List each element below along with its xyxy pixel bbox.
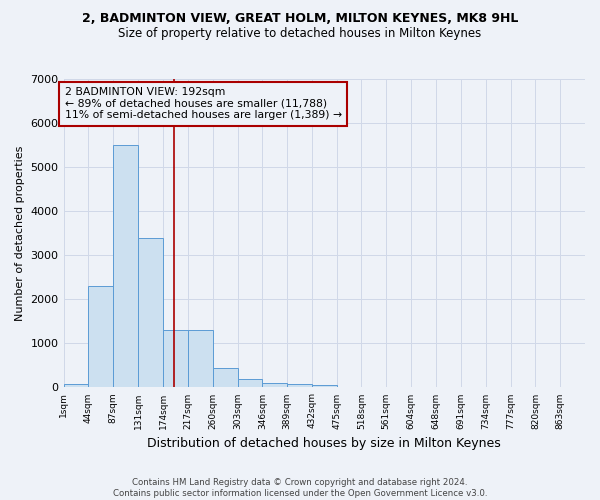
Bar (188, 330, 213, 388)
Text: 2, BADMINTON VIEW, GREAT HOLM, MILTON KEYNES, MK8 9HL: 2, BADMINTON VIEW, GREAT HOLM, MILTON KE… (82, 12, 518, 26)
Bar (213, 368, 238, 388)
Bar (262, 383, 287, 388)
Bar (337, 387, 361, 388)
Text: Size of property relative to detached houses in Milton Keynes: Size of property relative to detached ho… (118, 28, 482, 40)
Bar (287, 384, 312, 388)
X-axis label: Distribution of detached houses by size in Milton Keynes: Distribution of detached houses by size … (148, 437, 501, 450)
Text: Contains HM Land Registry data © Crown copyright and database right 2024.
Contai: Contains HM Land Registry data © Crown c… (113, 478, 487, 498)
Text: 2 BADMINTON VIEW: 192sqm
← 89% of detached houses are smaller (11,788)
11% of se: 2 BADMINTON VIEW: 192sqm ← 89% of detach… (65, 87, 342, 120)
Y-axis label: Number of detached properties: Number of detached properties (15, 146, 25, 321)
Bar (312, 385, 337, 388)
Bar (238, 380, 262, 388)
Bar (139, 238, 163, 388)
Bar (88, 286, 113, 388)
Bar (64, 384, 88, 388)
Bar (113, 145, 138, 388)
Bar (163, 330, 188, 388)
